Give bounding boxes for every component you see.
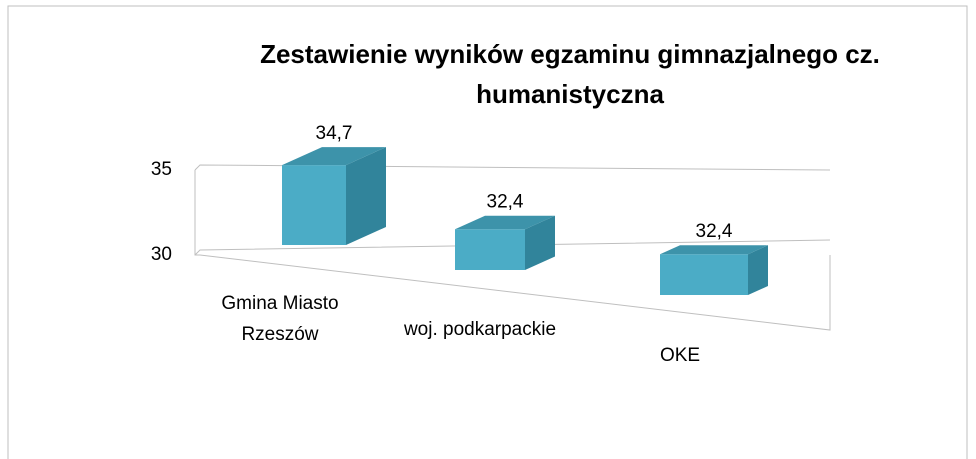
bar-front	[455, 229, 525, 270]
x-tick-label: OKE	[659, 345, 701, 366]
value-label: 32,4	[696, 221, 733, 242]
bar	[455, 215, 555, 270]
floor	[199, 254, 831, 331]
grid-line	[194, 239, 831, 256]
x-tick-label: Gmina Miasto Rzeszów	[221, 293, 339, 345]
bar-side	[346, 147, 386, 245]
bar-side	[748, 245, 768, 295]
chart-title: Zestawienie wyników egzaminu gimnazjalne…	[260, 39, 880, 109]
bar-front	[282, 165, 346, 245]
side-wall	[194, 170, 200, 256]
value-label: 32,4	[487, 192, 524, 213]
bar-top	[282, 147, 386, 166]
bar	[282, 147, 386, 245]
bar-front	[660, 254, 748, 295]
bar-top	[660, 245, 768, 255]
y-tick-label: 30	[151, 244, 172, 265]
value-label: 34,7	[316, 123, 353, 144]
bar-top	[455, 215, 555, 230]
x-tick-label: woj. podkarpackie	[403, 319, 557, 340]
grid-line	[194, 164, 831, 171]
bar	[660, 245, 768, 295]
y-tick-label: 35	[151, 159, 172, 180]
bar-side	[525, 215, 555, 270]
chart-frame	[7, 5, 968, 459]
